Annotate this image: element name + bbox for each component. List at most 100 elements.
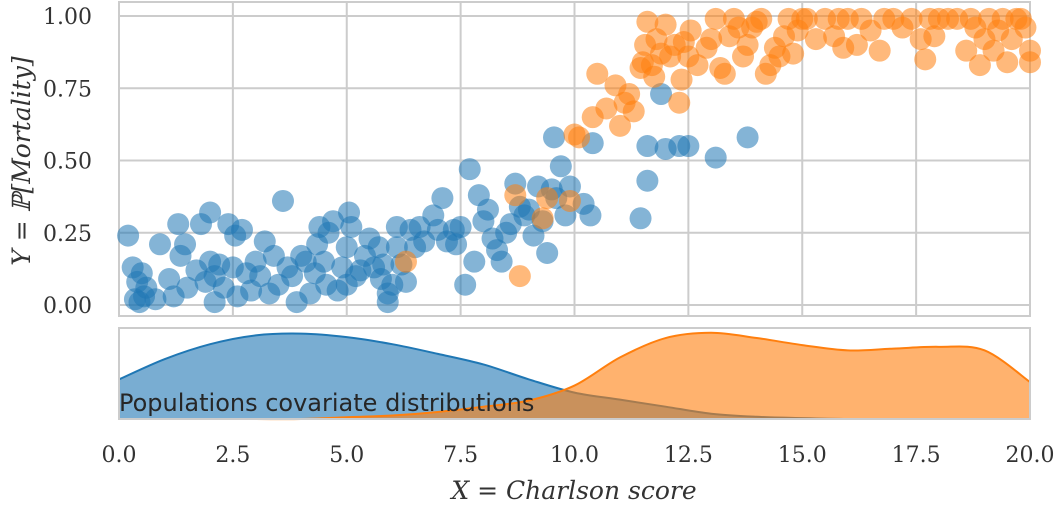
x-tick-labels: 0.0 2.5 5.0 7.5 10.0 12.5 15.0 17.5 20.0 — [102, 443, 1055, 468]
scatter-point-orange — [504, 184, 527, 207]
scatter-point-orange — [686, 54, 709, 77]
scatter-point-blue — [490, 250, 513, 273]
scatter-point-orange — [750, 7, 773, 30]
density-panel: Populations covariate distributions 0.0 2… — [102, 327, 1055, 505]
scatter-point-blue — [476, 198, 499, 221]
scatter-point-blue — [176, 276, 199, 299]
y-axis-label: Y = ℙ[Mortality] — [7, 56, 36, 266]
scatter-point-blue — [549, 155, 572, 178]
scatter-point-orange — [968, 54, 991, 77]
scatter-point-orange — [558, 189, 581, 212]
scatter-point-orange — [636, 10, 659, 33]
scatter-panel: 0.00 0.25 0.50 0.75 1.00 Y = ℙ[Mortality] — [7, 1, 1041, 319]
density-frame — [118, 327, 1031, 420]
scatter-point-orange — [704, 7, 727, 30]
scatter-point-orange — [900, 7, 923, 30]
scatter-point-orange — [700, 28, 723, 51]
scatter-point-blue — [281, 265, 304, 288]
scatter-point-orange — [736, 33, 759, 56]
x-tick-label: 5.0 — [329, 443, 364, 468]
scatter-point-orange — [679, 19, 702, 42]
density-area-orange — [119, 332, 1030, 420]
scatter-point-blue — [449, 215, 472, 238]
scatter-point-orange — [1014, 16, 1037, 39]
y-tick-label: 0.50 — [43, 150, 92, 175]
scatter-point-blue — [458, 158, 481, 181]
scatter-point-blue — [636, 135, 659, 158]
y-tick-label: 0.75 — [43, 77, 92, 102]
scatter-point-blue — [736, 126, 759, 149]
scatter-point-blue — [445, 233, 468, 256]
scatter-point-blue — [174, 233, 197, 256]
x-tick-label: 0.0 — [102, 443, 137, 468]
scatter-point-blue — [394, 270, 417, 293]
scatter-point-blue — [629, 207, 652, 230]
scatter-point-blue — [579, 204, 602, 227]
scatter-point-orange — [536, 187, 559, 210]
scatter-point-blue — [340, 215, 363, 238]
density-annotation: Populations covariate distributions — [119, 389, 534, 417]
scatter-point-blue — [158, 267, 181, 290]
scatter-point-blue — [367, 236, 390, 259]
scatter-point-orange — [923, 25, 946, 48]
scatter-point-blue — [230, 218, 253, 241]
scatter-point-blue — [677, 135, 700, 158]
scatter-point-orange — [609, 114, 632, 137]
scatter-point-orange — [531, 207, 554, 230]
y-tick-label: 0.25 — [43, 222, 92, 247]
scatter-point-blue — [249, 265, 272, 288]
scatter-point-blue — [271, 189, 294, 212]
scatter-point-blue — [463, 250, 486, 273]
scatter-point-blue — [454, 273, 477, 296]
x-tick-label: 12.5 — [664, 443, 713, 468]
scatter-point-orange — [654, 13, 677, 36]
density-area-blue — [119, 333, 1030, 420]
x-axis-label: X = Charlson score — [449, 476, 696, 505]
scatter-point-blue — [636, 169, 659, 192]
y-tick-label: 0.00 — [43, 294, 92, 319]
scatter-point-orange — [804, 28, 827, 51]
scatter-point-orange — [568, 126, 591, 149]
scatter-point-blue — [704, 146, 727, 169]
scatter-point-orange — [668, 91, 691, 114]
scatter-point-blue — [431, 187, 454, 210]
scatter-point-blue — [536, 241, 559, 264]
scatter-point-orange — [914, 48, 937, 71]
scatter-y-tick-labels: 0.00 0.25 0.50 0.75 1.00 — [43, 5, 92, 319]
scatter-point-orange — [586, 62, 609, 85]
scatter-point-blue — [167, 213, 190, 236]
scatter-point-orange — [795, 7, 818, 30]
y-tick-label: 1.00 — [43, 5, 92, 30]
scatter-point-blue — [376, 291, 399, 314]
x-tick-label: 17.5 — [892, 443, 941, 468]
scatter-point-blue — [543, 126, 566, 149]
scatter-point-orange — [670, 68, 693, 91]
scatter-point-orange — [955, 39, 978, 62]
scatter-point-orange — [713, 62, 736, 85]
x-tick-label: 10.0 — [550, 443, 599, 468]
scatter-point-blue — [148, 233, 171, 256]
scatter-point-blue — [312, 250, 335, 273]
scatter-points — [117, 7, 1041, 314]
scatter-point-blue — [650, 83, 673, 106]
scatter-point-orange — [996, 51, 1019, 74]
scatter-point-blue — [372, 253, 395, 276]
x-tick-label: 20.0 — [1006, 443, 1055, 468]
scatter-point-orange — [622, 100, 645, 123]
x-tick-label: 15.0 — [778, 443, 827, 468]
scatter-point-orange — [508, 265, 531, 288]
scatter-point-blue — [144, 288, 167, 311]
scatter-point-blue — [335, 236, 358, 259]
scatter-point-orange — [618, 83, 641, 106]
scatter-point-blue — [117, 224, 140, 247]
scatter-point-orange — [643, 65, 666, 88]
x-tick-label: 2.5 — [215, 443, 250, 468]
x-tick-label: 7.5 — [443, 443, 478, 468]
scatter-point-orange — [845, 33, 868, 56]
scatter-point-orange — [595, 97, 618, 120]
scatter-point-orange — [868, 39, 891, 62]
scatter-point-orange — [1019, 39, 1041, 62]
scatter-point-orange — [394, 250, 417, 273]
scatter-point-blue — [199, 201, 222, 224]
